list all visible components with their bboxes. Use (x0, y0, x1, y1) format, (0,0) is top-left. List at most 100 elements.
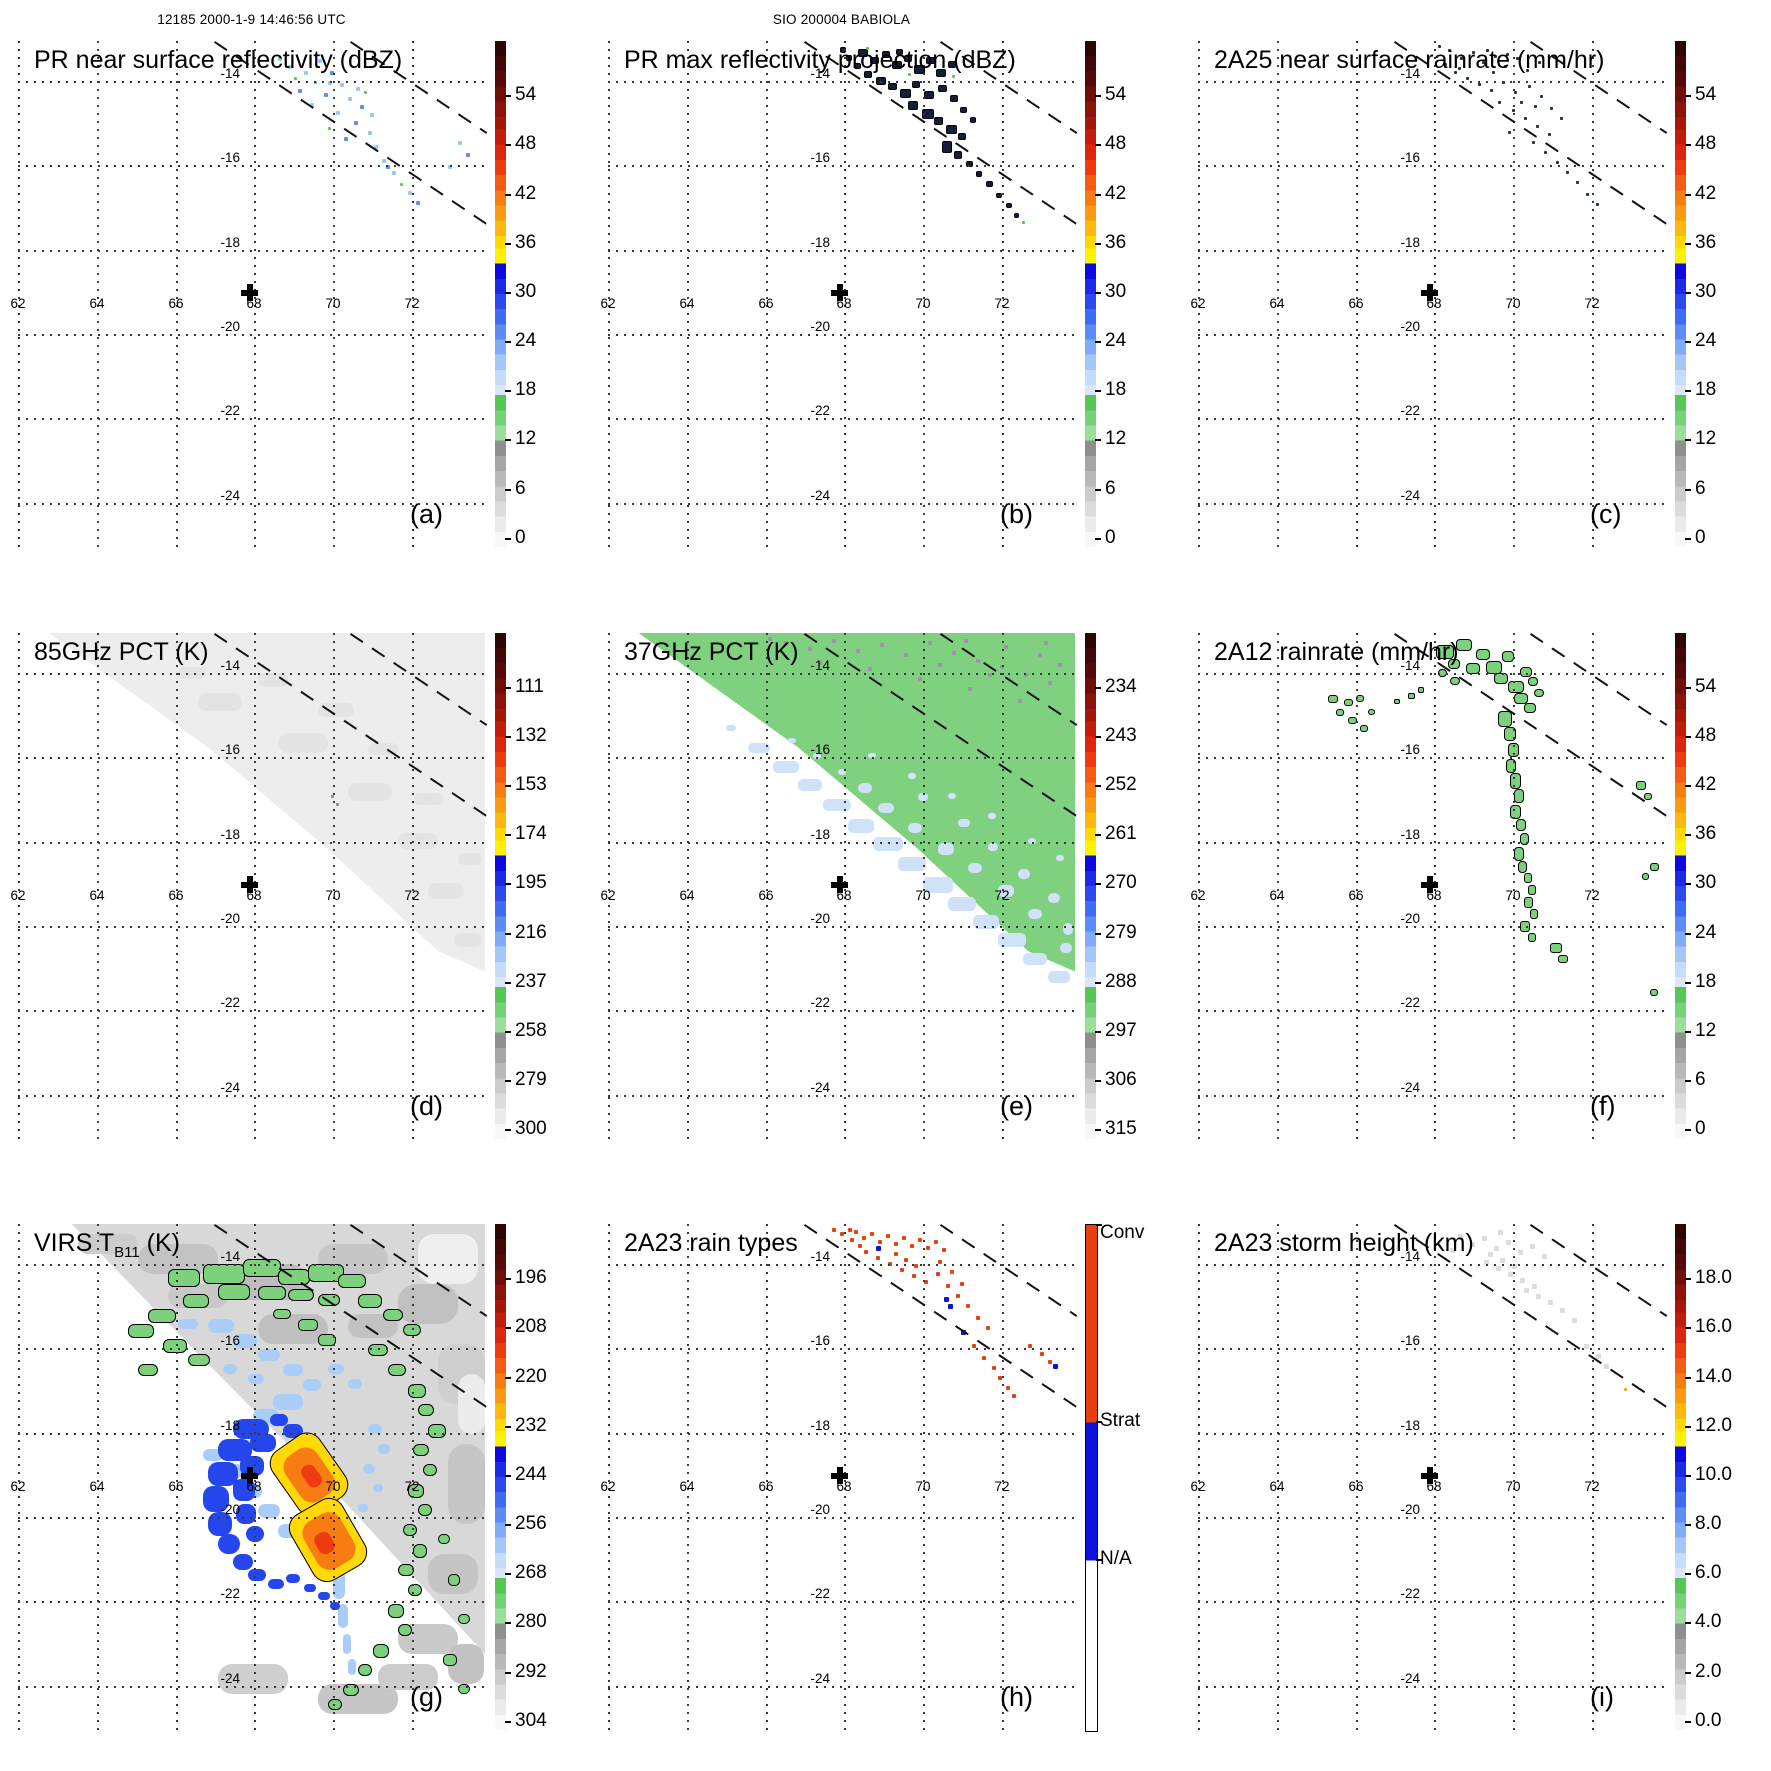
grid-line-lat (1198, 1348, 1665, 1350)
data-blob (338, 1274, 366, 1288)
colorbar-tick (1685, 1474, 1691, 1477)
grid-line-lon (176, 632, 178, 1139)
data-dot (858, 1244, 862, 1248)
grid-line-lat (1198, 1094, 1665, 1097)
panel-g: 62 64 66 68 70 72 -14 -16 -18 -20 -22 -24 VIRS TB11 … (10, 1224, 488, 1730)
panel-i: 62 64 66 68 70 72 -14 -16 -18 -20 -22 -24 2A23 storm… (1190, 1224, 1668, 1730)
data-dot (356, 87, 360, 91)
lon-tick-label: 66 (758, 296, 774, 311)
colorbar-tick (505, 1129, 511, 1132)
colorbar-tick (1095, 341, 1101, 344)
colorbar-tick-label: 36 (1105, 231, 1127, 253)
colorbar-tick-label: 0 (1695, 1118, 1706, 1140)
data-blob (388, 1364, 406, 1376)
data-dot (950, 1270, 954, 1274)
data-blob (383, 1309, 403, 1321)
colorbar-tick-label: 153 (515, 774, 547, 795)
grid-line-lat (1198, 841, 1665, 844)
lon-tick-label: 70 (915, 887, 931, 903)
grid-line-lat (608, 503, 1075, 505)
colorbar-tick (505, 439, 511, 442)
data-blob (268, 1579, 284, 1589)
data-blob (1636, 780, 1646, 790)
data-blob (318, 702, 354, 717)
colorbar-tick (1685, 242, 1691, 245)
data-dot (988, 672, 992, 677)
colorbar-tick (1095, 1030, 1101, 1033)
colorbar-tick-label: 24 (1695, 921, 1717, 943)
data-dot (938, 662, 942, 667)
colorbar-b (1085, 41, 1096, 547)
colorbar-tick-label: 36 (1695, 823, 1717, 845)
panel-title: 37GHz PCT (K) (624, 637, 799, 666)
lon-tick-label: 72 (1584, 887, 1600, 903)
grid-line-lat (1198, 1009, 1665, 1012)
grid-line-lon (97, 1224, 99, 1730)
grid-line-lat (608, 1348, 1075, 1350)
grid-line-lon (766, 632, 768, 1139)
colorbar-tick-label: 6 (1695, 1069, 1706, 1091)
colorbar-tick-label: 30 (1695, 280, 1717, 302)
grid-line-lon (766, 1224, 768, 1730)
colorbar-tick (1095, 1129, 1101, 1132)
data-blob (900, 89, 911, 98)
colorbar-tick (1685, 291, 1691, 294)
colorbar-f (1675, 632, 1686, 1139)
colorbar-tick-label: 0.0 (1695, 1709, 1722, 1731)
colorbar-cat-tick (1096, 1421, 1102, 1424)
colorbar-tick (505, 932, 511, 935)
data-dot (318, 59, 322, 63)
colorbar-tick (505, 95, 511, 98)
colorbar-tick (505, 785, 511, 787)
lon-tick-label: 72 (404, 887, 420, 903)
data-blob (458, 852, 482, 865)
data-dot (880, 642, 884, 647)
data-blob (1506, 758, 1516, 773)
grid-line-lon (176, 1224, 178, 1730)
data-blob (864, 71, 872, 78)
data-dot (1532, 141, 1535, 144)
lat-tick-label: -14 (1400, 1249, 1420, 1264)
data-blob (303, 1379, 321, 1391)
colorbar-tick (1095, 390, 1101, 393)
data-blob (896, 49, 903, 55)
data-dot (964, 638, 968, 643)
colorbar-tick (1685, 834, 1691, 837)
lat-tick-label: -24 (810, 1671, 830, 1686)
grid-line-lat (608, 1601, 1075, 1603)
data-dot (784, 640, 788, 645)
data-dot (448, 165, 452, 169)
data-blob (1048, 892, 1060, 903)
data-blob (1014, 213, 1019, 218)
colorbar-tick (1095, 735, 1101, 738)
data-dot (832, 638, 836, 643)
data-blob (946, 125, 957, 134)
data-dot (868, 666, 872, 671)
colorbar-tick-label: 42 (1105, 182, 1127, 204)
grid-line-lat (18, 1686, 485, 1688)
grid-line-lon (1356, 632, 1358, 1139)
data-dot (1518, 1250, 1523, 1255)
grid-line-lon (412, 632, 414, 1139)
colorbar-tick-label: 208 (515, 1316, 547, 1338)
data-dot (1488, 1252, 1493, 1257)
data-blob (996, 193, 1002, 198)
lat-tick-label: -20 (1400, 1502, 1420, 1517)
data-blob (78, 1234, 138, 1254)
grid-line-lat (18, 1517, 485, 1519)
data-blob (378, 1664, 438, 1690)
data-dot (878, 1240, 882, 1244)
lon-tick-label: 66 (1348, 887, 1364, 903)
data-blob (868, 752, 876, 758)
data-blob (1060, 942, 1072, 953)
data-blob (218, 1664, 288, 1694)
grid-line-lon (1198, 1224, 1200, 1730)
data-blob (1328, 694, 1338, 703)
data-blob (1063, 922, 1073, 935)
data-blob (1514, 788, 1524, 803)
grid-line-lon (97, 632, 99, 1139)
lat-tick-label: -18 (1400, 1418, 1420, 1433)
panel-title: 2A23 storm height (km) (1214, 1229, 1474, 1257)
grid-line-lat (1198, 925, 1665, 928)
